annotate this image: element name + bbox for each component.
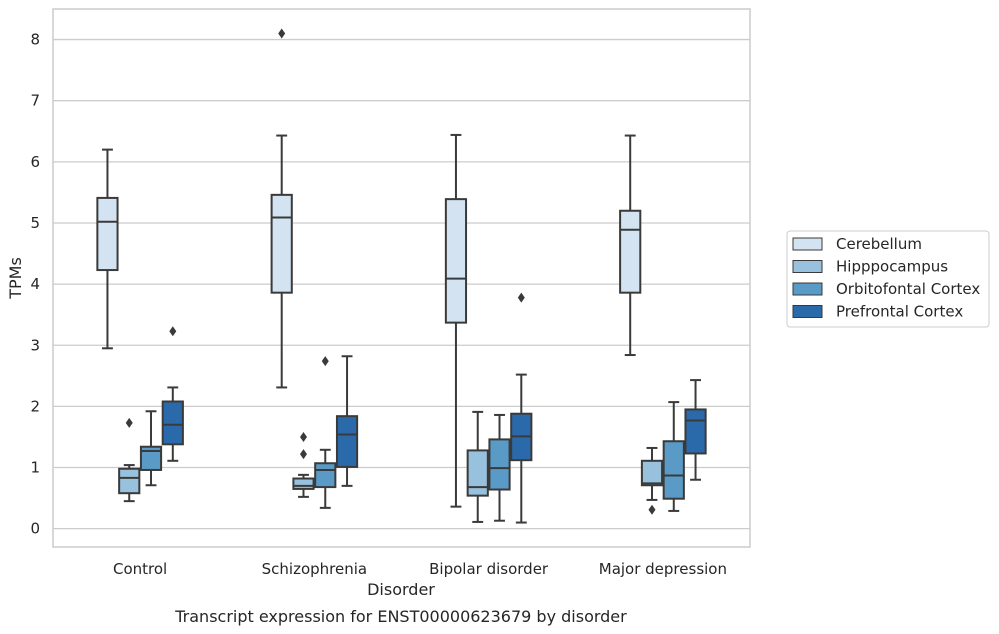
outlier-2 [299, 431, 307, 442]
y-tick-label-6: 6 [30, 153, 40, 171]
box-iqr [444, 198, 468, 324]
outlier-1 [169, 326, 177, 337]
outlier-1 [517, 292, 525, 303]
x-tick-label-3: Bipolar disorder [429, 560, 549, 578]
legend-label: Prefrontal Cortex [836, 303, 963, 321]
box-iqr [314, 462, 337, 489]
y-tick-label-4: 4 [30, 275, 40, 293]
box-3-2 [314, 356, 337, 509]
box-1-3 [444, 133, 468, 508]
legend-swatch [792, 305, 823, 318]
outlier-1 [321, 356, 329, 367]
box-3-4 [662, 401, 685, 512]
box-iqr [488, 438, 511, 491]
box-series [96, 28, 707, 524]
box-1-4 [619, 134, 642, 357]
box-iqr [161, 400, 184, 446]
y-tick-label-7: 7 [30, 92, 40, 110]
x-axis-title: Disorder [367, 580, 435, 599]
box-4-2 [335, 355, 359, 487]
box-iqr [684, 408, 707, 455]
x-tick-label-4: Major depression [599, 560, 727, 578]
outlier-1 [278, 28, 286, 39]
series-2 [118, 410, 664, 523]
box-2-4 [640, 446, 664, 515]
series-1 [96, 28, 642, 508]
box-2-3 [466, 410, 489, 523]
box-2-2 [292, 431, 315, 498]
box-iqr [118, 467, 141, 495]
box-iqr [466, 449, 489, 497]
legend-item-3: Orbitofontal Cortex [792, 280, 980, 298]
y-tick-label-8: 8 [30, 31, 40, 49]
legend-item-1: Cerebellum [792, 235, 922, 253]
box-1-2 [270, 28, 293, 389]
box-3-3 [488, 413, 511, 522]
legend-item-4: Prefrontal Cortex [792, 303, 963, 321]
legend-swatch [792, 282, 823, 296]
box-4-4 [684, 379, 707, 481]
box-iqr [96, 196, 119, 272]
box-2-1 [118, 417, 141, 503]
legend-label: Cerebellum [836, 235, 922, 253]
y-tick-label-2: 2 [30, 397, 40, 415]
y-tick-label-1: 1 [30, 459, 40, 477]
outlier-1 [648, 504, 656, 515]
chart-title: Transcript expression for ENST0000062367… [174, 607, 627, 626]
box-iqr [292, 477, 315, 490]
x-tick-label-1: Control [113, 560, 167, 578]
legend-item-2: Hipppocampus [792, 258, 948, 276]
legend-swatch [792, 260, 823, 273]
y-tick-labels: 0 1 2 3 4 5 6 7 8 [30, 31, 40, 538]
box-4-3 [510, 292, 533, 524]
box-3-1 [139, 410, 163, 487]
box-iqr [619, 209, 642, 294]
box-iqr [139, 445, 163, 471]
legend-label: Hipppocampus [836, 258, 948, 276]
y-tick-label-3: 3 [30, 336, 40, 354]
legend-frame [786, 230, 990, 328]
x-tick-labels: Control Schizophrenia Bipolar disorder Majo… [113, 560, 727, 578]
y-tick-label-5: 5 [30, 214, 40, 232]
legend: Cerebellum Hipppocampus Orbitofontal Corte… [786, 230, 990, 328]
box-iqr [662, 440, 685, 500]
box-iqr [335, 415, 359, 468]
box-1-1 [96, 148, 119, 350]
outlier-1 [299, 449, 307, 460]
legend-label: Orbitofontal Cortex [836, 280, 980, 298]
box-iqr [270, 193, 293, 294]
legend-swatch [792, 237, 823, 251]
box-iqr [640, 459, 664, 487]
plot-frame [52, 8, 751, 548]
series-3 [139, 356, 685, 522]
outlier-1 [125, 417, 133, 428]
box-4-1 [161, 326, 184, 462]
series-4 [161, 292, 707, 524]
y-tick-label-0: 0 [30, 520, 40, 538]
x-tick-label-2: Schizophrenia [262, 560, 367, 578]
y-axis-title: TPMs [6, 257, 25, 300]
